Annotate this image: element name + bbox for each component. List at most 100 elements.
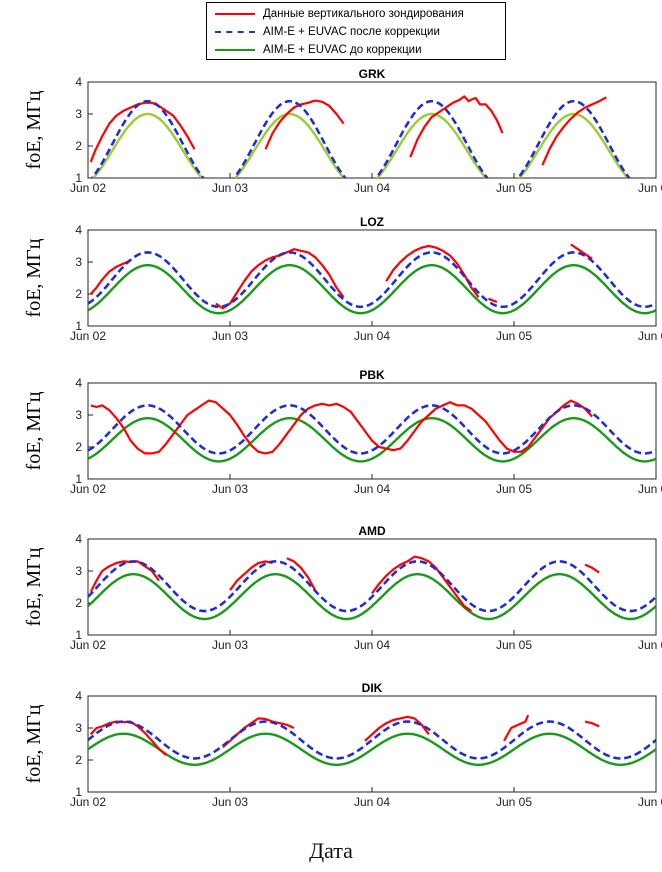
series-line-uncorrected xyxy=(88,573,656,621)
x-tick-label: Jun 05 xyxy=(496,181,532,195)
legend-item-uncorrected: AIM-E + EUVAC до коррекции xyxy=(207,42,505,58)
x-tick-label: Jun 06 xyxy=(638,181,662,195)
series-line-observations xyxy=(503,714,530,742)
x-tick-label: Jun 06 xyxy=(638,795,662,809)
series-line-observations xyxy=(488,297,498,304)
x-tick-label: Jun 06 xyxy=(638,329,662,343)
x-tick-label: Jun 02 xyxy=(70,329,106,343)
y-axis-label: foE, МГц xyxy=(23,391,45,470)
x-tick-label: Jun 06 xyxy=(638,638,662,652)
y-tick-label: 4 xyxy=(75,376,82,390)
legend-label-uncorrected: AIM-E + EUVAC до коррекции xyxy=(263,44,422,56)
x-tick-label: Jun 06 xyxy=(638,482,662,496)
y-tick-label: 3 xyxy=(75,255,82,269)
series-line-observations xyxy=(570,243,593,260)
legend-label-corrected: AIM-E + EUVAC после коррекции xyxy=(263,26,440,38)
x-tick-label: Jun 03 xyxy=(212,482,248,496)
y-tick-label: 3 xyxy=(75,564,82,578)
y-tick-label: 1 xyxy=(75,171,82,185)
legend-item-observations: Данные вертикального зондирования xyxy=(207,6,505,22)
series-group xyxy=(88,399,656,463)
panel-dik: DIK 1 2 3 4 Jun 02 Jun 03 Jun 04 Jun 05 Jun 06 foE… xyxy=(23,681,662,809)
x-tick-label: Jun 04 xyxy=(354,638,390,652)
series-group xyxy=(88,714,656,766)
panel-grk: GRK 1 2 3 4 Jun 02 Jun 03 Jun 04 Jun 05 Jun 06 foE… xyxy=(23,67,662,195)
series-line-observations xyxy=(584,720,600,728)
series-group xyxy=(88,243,656,315)
x-tick-label: Jun 04 xyxy=(354,181,390,195)
y-tick-label: 4 xyxy=(75,532,82,546)
y-tick-label: 1 xyxy=(75,319,82,333)
legend-swatch-corrected xyxy=(215,31,255,33)
x-tick-label: Jun 03 xyxy=(212,638,248,652)
series-line-observations xyxy=(371,555,473,612)
panel-title: LOZ xyxy=(360,215,384,229)
series-line-uncorrected xyxy=(91,112,630,178)
y-tick-label: 3 xyxy=(75,107,82,121)
y-tick-label: 3 xyxy=(75,721,82,735)
y-tick-label: 4 xyxy=(75,689,82,703)
series-line-observations xyxy=(541,96,607,166)
x-tick-label: Jun 03 xyxy=(212,795,248,809)
series-line-uncorrected xyxy=(88,264,656,315)
y-tick-label: 1 xyxy=(75,472,82,486)
series-line-uncorrected xyxy=(88,417,656,463)
x-tick-label: Jun 04 xyxy=(354,482,390,496)
series-line-observations xyxy=(89,259,132,295)
series-line-observations xyxy=(89,560,160,593)
x-tick-label: Jun 05 xyxy=(496,638,532,652)
x-axis-label: Дата xyxy=(309,838,353,863)
x-tick-label: Jun 05 xyxy=(496,482,532,496)
x-tick-label: Jun 02 xyxy=(70,181,106,195)
series-group xyxy=(88,555,656,621)
series-line-corrected-overlay xyxy=(88,251,656,309)
x-tick-label: Jun 03 xyxy=(212,181,248,195)
plot-area xyxy=(87,538,657,636)
series-line-corrected-overlay xyxy=(88,720,656,760)
series-line-observations xyxy=(264,99,345,150)
y-tick-label: 1 xyxy=(75,785,82,799)
series-line-observations xyxy=(90,399,593,455)
x-tick-label: Jun 03 xyxy=(212,329,248,343)
x-tick-label: Jun 05 xyxy=(496,329,532,343)
y-tick-label: 2 xyxy=(75,139,82,153)
panel-amd: AMD 1 2 3 4 Jun 02 Jun 03 Jun 04 Jun 05 Jun 06 foE… xyxy=(23,524,662,652)
legend-swatch-observations xyxy=(215,13,255,15)
y-tick-label: 2 xyxy=(75,596,82,610)
series-line-uncorrected xyxy=(88,732,656,766)
x-tick-label: Jun 02 xyxy=(70,795,106,809)
series-line-corrected-overlay xyxy=(88,404,656,455)
panel-title: DIK xyxy=(362,681,383,695)
y-tick-label: 2 xyxy=(75,440,82,454)
plot-area xyxy=(87,695,657,793)
series-line-observations xyxy=(409,95,504,158)
y-tick-label: 2 xyxy=(75,753,82,767)
x-tick-label: Jun 02 xyxy=(70,638,106,652)
series-line-observations xyxy=(89,101,196,163)
series-line-observations xyxy=(364,715,430,742)
y-tick-label: 4 xyxy=(75,75,82,89)
series-line-observations xyxy=(229,560,273,591)
plot-area xyxy=(87,382,657,480)
y-tick-label: 3 xyxy=(75,408,82,422)
y-tick-label: 4 xyxy=(75,223,82,237)
x-tick-label: Jun 05 xyxy=(496,795,532,809)
y-tick-label: 2 xyxy=(75,287,82,301)
series-group xyxy=(89,95,631,178)
series-line-corrected-overlay xyxy=(90,99,631,178)
series-line-corrected-overlay xyxy=(88,560,656,613)
legend: Данные вертикального зондирования AIM-E … xyxy=(206,2,506,60)
y-axis-label: foE, МГц xyxy=(23,238,45,317)
y-axis-label: foE, МГц xyxy=(23,704,45,783)
x-tick-label: Jun 04 xyxy=(354,329,390,343)
x-tick-label: Jun 02 xyxy=(70,482,106,496)
legend-item-corrected: AIM-E + EUVAC после коррекции xyxy=(207,24,505,40)
panel-title: AMD xyxy=(358,524,386,538)
panel-title: GRK xyxy=(359,67,386,81)
y-tick-label: 1 xyxy=(75,628,82,642)
y-axis-label: foE, МГц xyxy=(23,90,45,169)
series-line-observations xyxy=(286,557,317,591)
panel-title: PBK xyxy=(359,368,385,382)
legend-label-observations: Данные вертикального зондирования xyxy=(263,8,464,20)
